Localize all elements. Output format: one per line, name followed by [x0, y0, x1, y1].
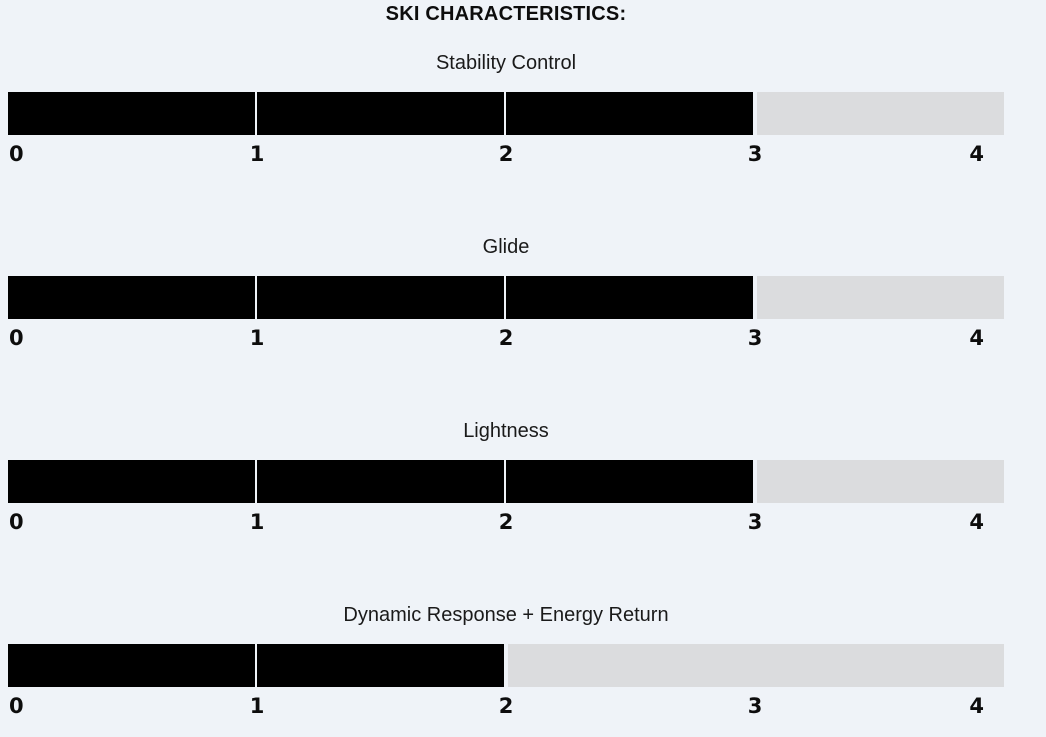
- gauge-section: Stability Control 0 1 2 3 4: [8, 52, 1004, 167]
- gauge-title: Dynamic Response + Energy Return: [343, 604, 669, 626]
- gauge-track-remainder: [757, 460, 1004, 503]
- gauge-divider: [503, 460, 506, 503]
- gauge-section: Glide 0 1 2 3 4: [8, 236, 1004, 351]
- gauge-fill: [8, 644, 504, 687]
- tick-label: 4: [969, 142, 984, 166]
- tick-label: 2: [498, 694, 514, 718]
- tick-label: 1: [249, 142, 265, 166]
- tick-label: 3: [747, 510, 763, 534]
- gauge-track: [8, 92, 1004, 135]
- tick-label: 2: [498, 510, 514, 534]
- chart-content: SKI CHARACTERISTICS: Stability Control 0…: [8, 3, 1004, 719]
- tick-label: 1: [249, 510, 265, 534]
- gauge-ticks: 0 1 2 3 4: [8, 509, 1004, 535]
- tick-label: 4: [969, 694, 984, 718]
- gauge-track-remainder: [508, 644, 1004, 687]
- gauge-section: Lightness 0 1 2 3 4: [8, 420, 1004, 535]
- gauge-divider: [255, 644, 257, 687]
- tick-label: 3: [747, 694, 763, 718]
- gauge-track-remainder: [757, 92, 1004, 135]
- chart-title: SKI CHARACTERISTICS:: [385, 3, 627, 25]
- tick-label: 1: [249, 694, 265, 718]
- tick-label: 4: [969, 510, 984, 534]
- tick-label: 4: [969, 326, 984, 350]
- gauge-section: Dynamic Response + Energy Return 0 1 2 3 4: [8, 604, 1004, 719]
- gauge-ticks: 0 1 2 3 4: [8, 693, 1004, 719]
- tick-label: 0: [9, 694, 24, 718]
- tick-label: 0: [9, 510, 24, 534]
- tick-label: 0: [9, 326, 24, 350]
- gauge-title: Stability Control: [435, 52, 577, 74]
- gauge-track: [8, 644, 1004, 687]
- gauge-ticks: 0 1 2 3 4: [8, 325, 1004, 351]
- tick-label: 3: [747, 326, 763, 350]
- gauge-fill: [8, 276, 753, 319]
- gauge-fill: [8, 92, 753, 135]
- gauge-divider: [255, 460, 258, 503]
- tick-label: 2: [498, 326, 514, 350]
- gauge-track: [8, 276, 1004, 319]
- gauge-fill: [8, 460, 753, 503]
- gauge-track-remainder: [757, 276, 1004, 319]
- tick-label: 1: [249, 326, 265, 350]
- tick-label: 2: [498, 142, 514, 166]
- gauge-ticks: 0 1 2 3 4: [8, 141, 1004, 167]
- gauge-divider: [503, 276, 506, 319]
- gauge-title: Glide: [482, 236, 530, 258]
- gauge-title: Lightness: [463, 420, 549, 442]
- gauge-divider: [503, 92, 506, 135]
- tick-label: 3: [747, 142, 763, 166]
- tick-label: 0: [9, 142, 24, 166]
- gauge-list: Stability Control 0 1 2 3 4 Glide 0 1 2 3 4 Ligh…: [8, 52, 1004, 719]
- gauge-divider: [255, 92, 258, 135]
- gauge-divider: [255, 276, 258, 319]
- gauge-track: [8, 460, 1004, 503]
